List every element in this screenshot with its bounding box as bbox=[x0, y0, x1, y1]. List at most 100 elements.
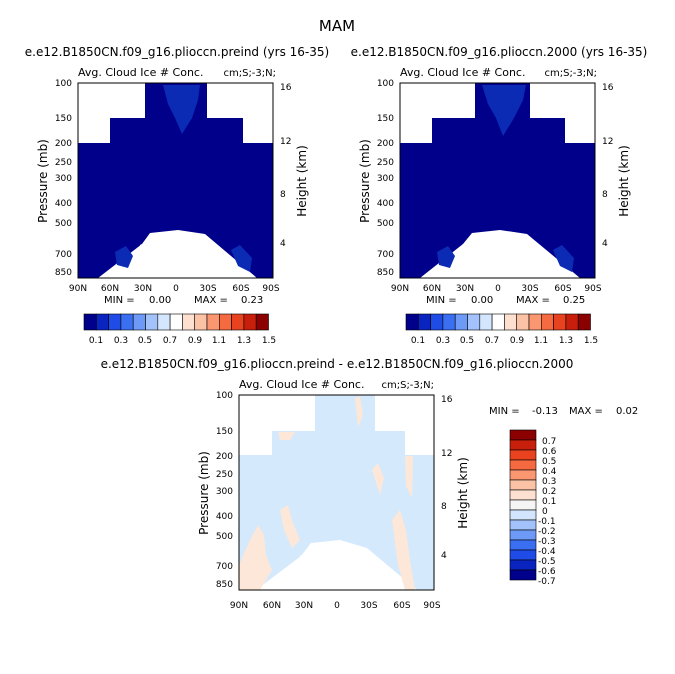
ice-field-core bbox=[482, 85, 526, 136]
y-tick-labels: 100 150 200 250 300 400 500 700 850 bbox=[55, 79, 72, 278]
y-tick-label: 200 bbox=[377, 139, 394, 149]
x-tick-label: 90N bbox=[391, 284, 409, 294]
positive-anomaly bbox=[280, 505, 300, 548]
colorbar-swatch bbox=[417, 313, 431, 331]
x-tick-label: 30S bbox=[360, 601, 377, 611]
positive-anomaly bbox=[405, 456, 413, 498]
y2-tick-label: 4 bbox=[602, 239, 608, 249]
x-tick-label: 60S bbox=[232, 284, 249, 294]
x-tick-labels: 90N 60N 30N 0 30S 60S 90S bbox=[391, 284, 602, 294]
colorbar-label: -0.6 bbox=[538, 567, 556, 577]
y2-axis-label: Height (km) bbox=[295, 145, 309, 216]
colorbar-label: 0.3 bbox=[114, 336, 128, 346]
y-tick-label: 850 bbox=[55, 268, 72, 278]
colorbar-label: 0.5 bbox=[138, 336, 152, 346]
plot-frame bbox=[238, 394, 435, 591]
y2-tick-label: 8 bbox=[441, 502, 447, 512]
colorbar bbox=[509, 429, 537, 581]
colorbar-label: 0.1 bbox=[89, 336, 103, 346]
colorbar-swatch bbox=[509, 479, 537, 491]
colorbar-label: 0.5 bbox=[460, 336, 474, 346]
y-tick-labels: 100 150 200 250 300 400 500 700 850 bbox=[377, 79, 394, 278]
colorbar-swatch bbox=[169, 313, 183, 331]
colorbar-swatch bbox=[491, 313, 505, 331]
y2-tick-label: 12 bbox=[280, 137, 291, 147]
colorbar-swatch bbox=[231, 313, 245, 331]
panel-subtitle: Avg. Cloud Ice # Conc. bbox=[400, 66, 525, 79]
colorbar-swatch bbox=[509, 559, 537, 571]
terrain-mask bbox=[140, 233, 226, 278]
colorbar-label: -0.7 bbox=[538, 577, 556, 587]
y2-tick-label: 4 bbox=[441, 551, 447, 561]
page-title: MAM bbox=[319, 17, 355, 35]
colorbar-label: 0.7 bbox=[485, 336, 499, 346]
colorbar-label: 1.5 bbox=[262, 336, 276, 346]
y2-tick-label: 8 bbox=[602, 190, 608, 200]
y2-tick-label: 12 bbox=[441, 449, 452, 459]
colorbar-label: 0 bbox=[542, 507, 548, 517]
y-tick-label: 200 bbox=[55, 139, 72, 149]
min-max-readout: MIN = -0.13 MAX = 0.02 bbox=[489, 406, 638, 417]
positive-anomaly bbox=[392, 510, 415, 590]
colorbar-labels: 0.7 0.6 0.5 0.4 0.3 0.2 0.1 0 -0.1 -0.2 … bbox=[538, 437, 557, 587]
min-value: -0.13 bbox=[532, 406, 558, 417]
colorbar-swatch bbox=[467, 313, 481, 331]
x-tick-label: 90S bbox=[262, 284, 279, 294]
colorbar-swatch bbox=[206, 313, 220, 331]
y-tick-label: 250 bbox=[55, 158, 72, 168]
colorbar-label: 1.1 bbox=[534, 336, 548, 346]
colorbar-swatch bbox=[509, 429, 537, 441]
colorbar-swatch bbox=[516, 313, 530, 331]
y-tick-label: 400 bbox=[216, 512, 233, 522]
y-tick-label: 150 bbox=[55, 114, 72, 124]
y-tick-label: 300 bbox=[55, 174, 72, 184]
y-tick-labels: 100 150 200 250 300 400 500 700 850 bbox=[216, 391, 233, 590]
y-axis-label: Pressure (mb) bbox=[358, 139, 372, 223]
colorbar-label: 1.3 bbox=[237, 336, 251, 346]
positive-anomaly bbox=[278, 432, 295, 440]
y-tick-label: 100 bbox=[377, 79, 394, 89]
x-tick-label: 30N bbox=[134, 284, 152, 294]
ice-field-core bbox=[437, 246, 455, 268]
max-label: MAX = bbox=[569, 406, 603, 417]
x-tick-label: 0 bbox=[495, 284, 501, 294]
ice-field-core bbox=[231, 245, 252, 272]
colorbar-swatch bbox=[504, 313, 517, 331]
colorbar-swatch bbox=[509, 519, 537, 531]
min-max-readout: MIN = 0.00 MAX = 0.23 bbox=[104, 295, 263, 306]
colorbar-swatch bbox=[132, 313, 146, 331]
y-tick-label: 300 bbox=[216, 487, 233, 497]
y-tick-label: 500 bbox=[216, 532, 233, 542]
y-tick-label: 400 bbox=[377, 199, 394, 209]
positive-anomaly bbox=[239, 525, 272, 590]
panel-2000: e.e12.B1850CN.f09_g16.plioccn.2000 (yrs … bbox=[351, 45, 648, 346]
y-tick-label: 850 bbox=[377, 268, 394, 278]
y2-tick-label: 8 bbox=[280, 190, 286, 200]
panel-title: e.e12.B1850CN.f09_g16.plioccn.preind (yr… bbox=[25, 45, 329, 59]
y-tick-label: 850 bbox=[216, 580, 233, 590]
max-label: MAX = bbox=[516, 295, 550, 306]
panel-subtitle: Avg. Cloud Ice # Conc. bbox=[78, 66, 203, 79]
colorbar-label: -0.1 bbox=[538, 517, 556, 527]
colorbar-swatch bbox=[509, 489, 537, 501]
x-tick-label: 30N bbox=[456, 284, 474, 294]
panel-title: e.e12.B1850CN.f09_g16.plioccn.2000 (yrs … bbox=[351, 45, 648, 59]
y2-tick-label: 4 bbox=[280, 239, 286, 249]
colorbar-swatch bbox=[540, 313, 554, 331]
x-tick-label: 90S bbox=[423, 601, 440, 611]
colorbar-label: -0.5 bbox=[538, 557, 556, 567]
min-value: 0.00 bbox=[471, 295, 493, 306]
panel-difference: e.e12.B1850CN.f09_g16.plioccn.preind - e… bbox=[101, 357, 639, 611]
y-tick-label: 100 bbox=[55, 79, 72, 89]
y2-tick-labels: 16 12 8 4 bbox=[280, 83, 292, 249]
x-tick-label: 90N bbox=[69, 284, 87, 294]
y2-tick-labels: 16 12 8 4 bbox=[441, 395, 453, 561]
colorbar-label: 0.9 bbox=[188, 336, 203, 346]
colorbar-swatch bbox=[120, 313, 134, 331]
y-tick-label: 250 bbox=[216, 470, 233, 480]
ice-field-core bbox=[115, 246, 133, 268]
y-tick-label: 150 bbox=[216, 427, 233, 437]
colorbar-swatch bbox=[454, 313, 468, 331]
y-tick-label: 250 bbox=[377, 158, 394, 168]
